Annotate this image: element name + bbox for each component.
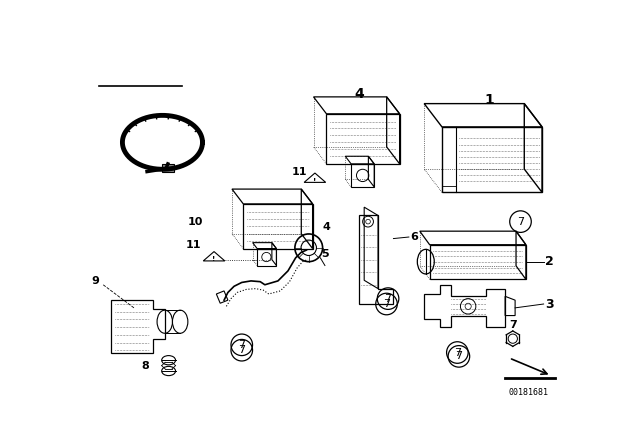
Text: 7: 7 [238, 345, 245, 355]
Text: 7: 7 [455, 351, 463, 362]
Text: 3: 3 [545, 297, 554, 310]
Text: 7: 7 [238, 340, 245, 350]
FancyBboxPatch shape [162, 164, 174, 172]
Text: 4: 4 [354, 87, 364, 101]
Text: !: ! [314, 178, 317, 184]
Text: 5: 5 [321, 249, 329, 259]
Text: 1: 1 [485, 93, 495, 107]
Text: 10: 10 [188, 217, 204, 227]
Text: 7: 7 [383, 299, 390, 309]
Text: 8: 8 [141, 361, 149, 370]
Text: 00181681: 00181681 [508, 388, 548, 397]
Text: 7: 7 [385, 293, 392, 304]
Text: 4: 4 [323, 222, 330, 232]
Text: 11: 11 [292, 167, 307, 177]
Text: 9: 9 [92, 276, 99, 286]
Text: 7: 7 [454, 348, 461, 358]
Text: 11: 11 [186, 240, 201, 250]
Text: !: ! [212, 256, 216, 263]
Text: 2: 2 [545, 255, 554, 268]
Text: 6: 6 [410, 232, 418, 242]
Text: 7: 7 [517, 217, 524, 227]
Text: 7: 7 [509, 320, 516, 330]
